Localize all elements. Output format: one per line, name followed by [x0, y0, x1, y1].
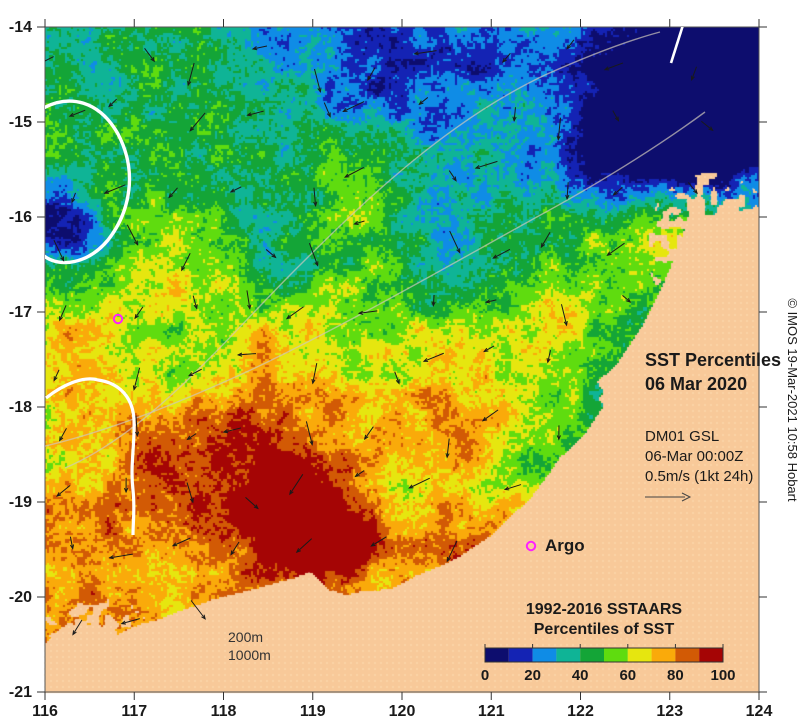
svg-text:124: 124 [746, 703, 773, 720]
svg-text:0: 0 [481, 667, 489, 684]
svg-text:118: 118 [211, 703, 237, 720]
svg-text:40: 40 [572, 667, 589, 684]
svg-text:-17: -17 [9, 304, 32, 321]
svg-text:80: 80 [667, 667, 684, 684]
svg-text:123: 123 [656, 703, 683, 720]
svg-text:1992-2016 SSTAARS: 1992-2016 SSTAARS [526, 601, 683, 618]
svg-text:06-Mar 00:00Z: 06-Mar 00:00Z [645, 448, 743, 465]
svg-text:120: 120 [389, 703, 416, 720]
svg-text:-19: -19 [9, 494, 32, 511]
svg-text:116: 116 [32, 703, 58, 720]
svg-text:200m: 200m [228, 629, 263, 645]
svg-text:119: 119 [300, 703, 326, 720]
svg-text:117: 117 [121, 703, 147, 720]
svg-text:-18: -18 [9, 399, 32, 416]
svg-text:-20: -20 [9, 589, 32, 606]
svg-text:100: 100 [710, 667, 735, 684]
svg-text:-21: -21 [9, 684, 32, 701]
svg-text:-14: -14 [9, 19, 32, 36]
svg-text:-15: -15 [9, 114, 32, 131]
svg-text:06 Mar 2020: 06 Mar 2020 [645, 374, 747, 394]
svg-text:122: 122 [567, 703, 594, 720]
svg-text:121: 121 [478, 703, 505, 720]
svg-text:0.5m/s (1kt 24h): 0.5m/s (1kt 24h) [645, 468, 753, 485]
svg-text:1000m: 1000m [228, 647, 271, 663]
svg-text:20: 20 [524, 667, 541, 684]
svg-text:Argo: Argo [545, 536, 585, 555]
svg-text:DM01 GSL: DM01 GSL [645, 428, 719, 445]
svg-text:SST Percentiles: SST Percentiles [645, 350, 781, 370]
svg-text:-16: -16 [9, 209, 32, 226]
svg-text:60: 60 [619, 667, 636, 684]
svg-text:© IMOS 19-Mar-2021 10:58 Hobar: © IMOS 19-Mar-2021 10:58 Hobart [785, 298, 800, 502]
svg-text:Percentiles of SST: Percentiles of SST [534, 621, 675, 638]
